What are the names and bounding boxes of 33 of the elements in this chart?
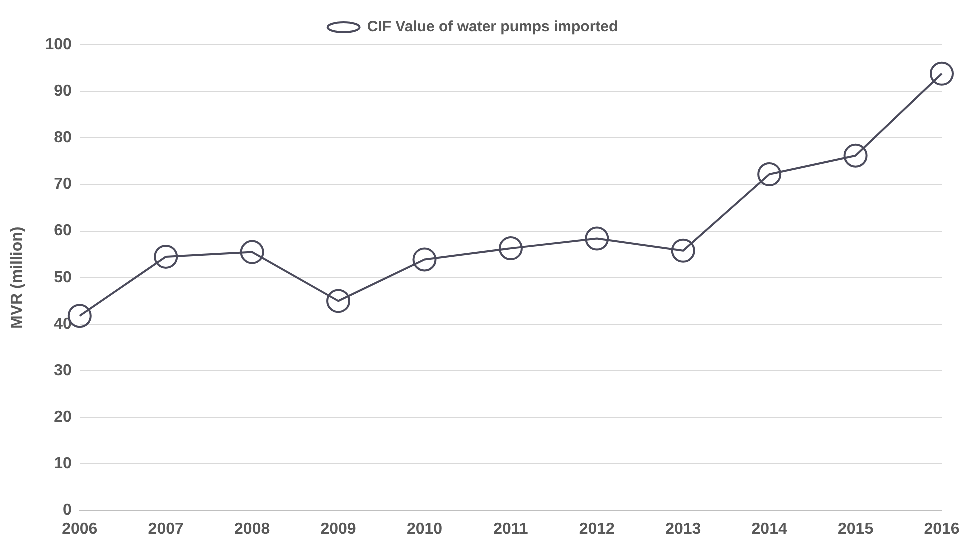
x-tick-label: 2014 — [752, 520, 788, 538]
x-tick-label: 2015 — [838, 520, 874, 538]
x-tick-label: 2008 — [234, 520, 270, 538]
point — [498, 236, 523, 261]
x-tick-label: 2011 — [494, 520, 528, 538]
y-tick-label: 10 — [54, 456, 72, 473]
point — [154, 244, 178, 269]
legend-label: CIF Value of water pumps imported — [367, 18, 618, 36]
point — [326, 289, 351, 314]
x-tick-label: 2007 — [148, 520, 184, 538]
x-tick-label: 2010 — [406, 520, 443, 538]
y-tick-label: 60 — [54, 222, 72, 240]
x-tick-label: 2016 — [924, 520, 960, 538]
y-tick-label: 80 — [54, 130, 72, 147]
point — [758, 162, 782, 186]
y-tick-label: 0 — [62, 502, 72, 520]
point — [240, 240, 264, 264]
point — [671, 238, 696, 263]
y-tick-label: 30 — [54, 362, 72, 380]
y-tick-label: 50 — [54, 269, 72, 286]
x-tick-label: 2013 — [666, 520, 702, 538]
point — [585, 226, 610, 251]
x-tick-label: 2012 — [579, 520, 616, 538]
y-tick-label: 90 — [54, 82, 72, 100]
y-tick-label: 100 — [45, 36, 72, 54]
point — [844, 144, 868, 168]
x-tick-label: 2009 — [320, 520, 356, 538]
point — [412, 248, 437, 272]
y-axis-title: MVR (million) — [9, 226, 26, 330]
point — [930, 62, 954, 86]
y-tick-label: 70 — [54, 176, 72, 194]
y-tick-label: 20 — [54, 409, 72, 426]
x-tick-label: 2006 — [62, 520, 98, 538]
